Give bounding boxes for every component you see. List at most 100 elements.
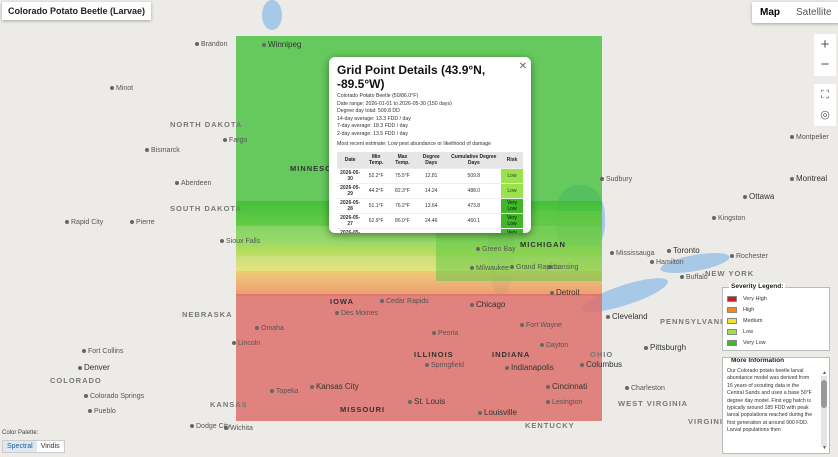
city-label: Lexington: [546, 399, 582, 406]
table-cell: Low: [501, 167, 523, 183]
city-label: Pierre: [130, 219, 155, 226]
table-cell: 76.2°F: [389, 197, 416, 213]
table-cell: 509.8: [446, 167, 501, 183]
city-label: Lincoln: [232, 340, 260, 347]
table-row: 2026-05-28 51.1°F 76.2°F 13.64 473.8 Very Low: [337, 197, 523, 213]
legend-item: High: [727, 304, 825, 315]
lake-winnipeg: [262, 0, 282, 30]
city-label: Winnipeg: [262, 40, 301, 49]
state-label: VIRGINIA: [688, 417, 730, 426]
city-label: Fort Collins: [82, 348, 123, 355]
legend-item: Very Low: [727, 337, 825, 348]
state-label: INDIANA: [492, 350, 531, 359]
city-label: Louisville: [478, 408, 517, 417]
fullscreen-icon[interactable]: ⛶: [814, 84, 836, 106]
map-type-toggle: Map Satellite: [752, 2, 838, 23]
state-label: MICHIGAN: [520, 240, 566, 249]
popup-title: Grid Point Details (43.9°N, -89.5°W): [337, 63, 486, 91]
city-label: Brandon: [195, 41, 227, 48]
legend-label: Very High: [743, 295, 767, 302]
scrollbar-track[interactable]: [821, 376, 827, 446]
table-cell: 13.64: [415, 197, 447, 213]
city-label: Sudbury: [600, 176, 632, 183]
table-cell: 89.3°F: [389, 227, 416, 233]
city-label: Dayton: [540, 342, 568, 349]
city-label: Fort Wayne: [520, 322, 562, 329]
grid-point-popup: ✕ Grid Point Details (43.9°N, -89.5°W) C…: [329, 57, 531, 233]
city-label: Minot: [110, 85, 133, 92]
city-label: Fargo: [223, 137, 247, 144]
city-label: Milwaukee: [470, 265, 509, 272]
zoom-in-button[interactable]: +: [814, 34, 836, 56]
state-label: NORTH DAKOTA: [170, 120, 243, 129]
state-label: PENNSYLVANIA: [660, 317, 730, 326]
table-cell: 25.51: [415, 227, 447, 233]
city-label: Rapid City: [65, 219, 103, 226]
location-icon[interactable]: ◎: [814, 104, 836, 126]
model-name: Colorado Potato Beetle (50/86.0°F): [337, 93, 419, 99]
degree-day-table: Date Min Temp. Max Temp. Degree Days Cum…: [337, 151, 523, 233]
table-cell: 82.3°F: [389, 182, 416, 198]
scroll-down-icon[interactable]: ▼: [822, 445, 827, 451]
table-cell: Very Low: [501, 212, 523, 228]
state-label: NEW YORK: [705, 269, 755, 278]
city-label: Rochester: [730, 253, 768, 260]
city-label: Toronto: [667, 246, 700, 255]
zoom-out-button[interactable]: −: [814, 54, 836, 76]
table-cell: 2026-05-30: [337, 167, 364, 183]
table-cell: 75.5°F: [389, 167, 416, 183]
legend-item: Low: [727, 326, 825, 337]
scroll-up-icon[interactable]: ▲: [822, 370, 827, 376]
satellite-button[interactable]: Satellite: [796, 7, 832, 18]
table-cell: 2026-05-29: [337, 182, 364, 198]
close-icon[interactable]: ✕: [518, 61, 527, 72]
state-label: IOWA: [330, 297, 354, 306]
palette-viridis-button[interactable]: Viridis: [40, 443, 60, 450]
column-header: Cumulative Degree Days: [446, 151, 501, 168]
table-cell: 44.2°F: [363, 182, 390, 198]
city-label: Cleveland: [606, 312, 648, 321]
info-text: Our Colorado potato beetle larval abunda…: [727, 368, 813, 434]
table-cell: 12.81: [415, 167, 447, 183]
table-row: 2026-05-30 52.2°F 75.5°F 12.81 509.8 Low: [337, 167, 523, 183]
date-range: Date range: 2026-01-01 to 2026-05-30 (15…: [337, 100, 452, 107]
legend-label: Low: [743, 328, 754, 335]
city-label: Lansing: [548, 264, 579, 271]
state-label: ILLINOIS: [414, 350, 454, 359]
column-header: Date: [337, 151, 364, 168]
city-label: Colorado Springs: [84, 393, 144, 400]
table-cell: Very Low: [501, 227, 523, 233]
legend-swatch: [727, 328, 737, 335]
city-label: Buffalo: [680, 274, 708, 281]
city-label: Topeka: [270, 388, 299, 395]
legend-label: High: [743, 306, 755, 313]
city-label: Kingston: [712, 215, 745, 222]
more-information-panel[interactable]: More Information Our Colorado potato bee…: [722, 357, 830, 454]
legend-item: Medium: [727, 315, 825, 326]
city-label: Ottawa: [743, 192, 774, 201]
legend-label: Very Low: [743, 339, 766, 346]
palette-toggle: Spectral Viridis: [2, 440, 65, 453]
table-row: 2026-05-2662.7°F89.3°F25.51435.7Very Low: [337, 227, 523, 233]
map-button[interactable]: Map: [760, 7, 780, 18]
palette-spectral-button[interactable]: Spectral: [3, 441, 37, 452]
city-label: Hamilton: [650, 259, 684, 266]
legend-label: Medium: [743, 317, 763, 324]
table-cell: 62.9°F: [363, 212, 390, 228]
city-label: Aberdeen: [175, 180, 211, 187]
state-label: WEST VIRGINIA: [618, 399, 689, 408]
state-label: MINNESOTA: [290, 164, 344, 173]
avg-2-day: 2-day average: 13.5 FDD / day: [337, 130, 408, 137]
city-label: Denver: [78, 363, 110, 372]
degree-day-total: Degree day total: 509.8 DD: [337, 108, 400, 114]
city-label: Cincinnati: [546, 382, 587, 391]
table-cell: 51.1°F: [363, 197, 390, 213]
table-cell: 2026-05-27: [337, 212, 364, 228]
column-header: Max Temp.: [389, 151, 416, 168]
scrollbar-thumb[interactable]: [821, 380, 827, 408]
city-label: Green Bay: [476, 246, 515, 253]
legend-swatch: [727, 306, 737, 313]
legend-title: Severity Legend:: [729, 283, 786, 290]
state-label: KENTUCKY: [525, 421, 575, 430]
band-very-high: [236, 294, 602, 421]
